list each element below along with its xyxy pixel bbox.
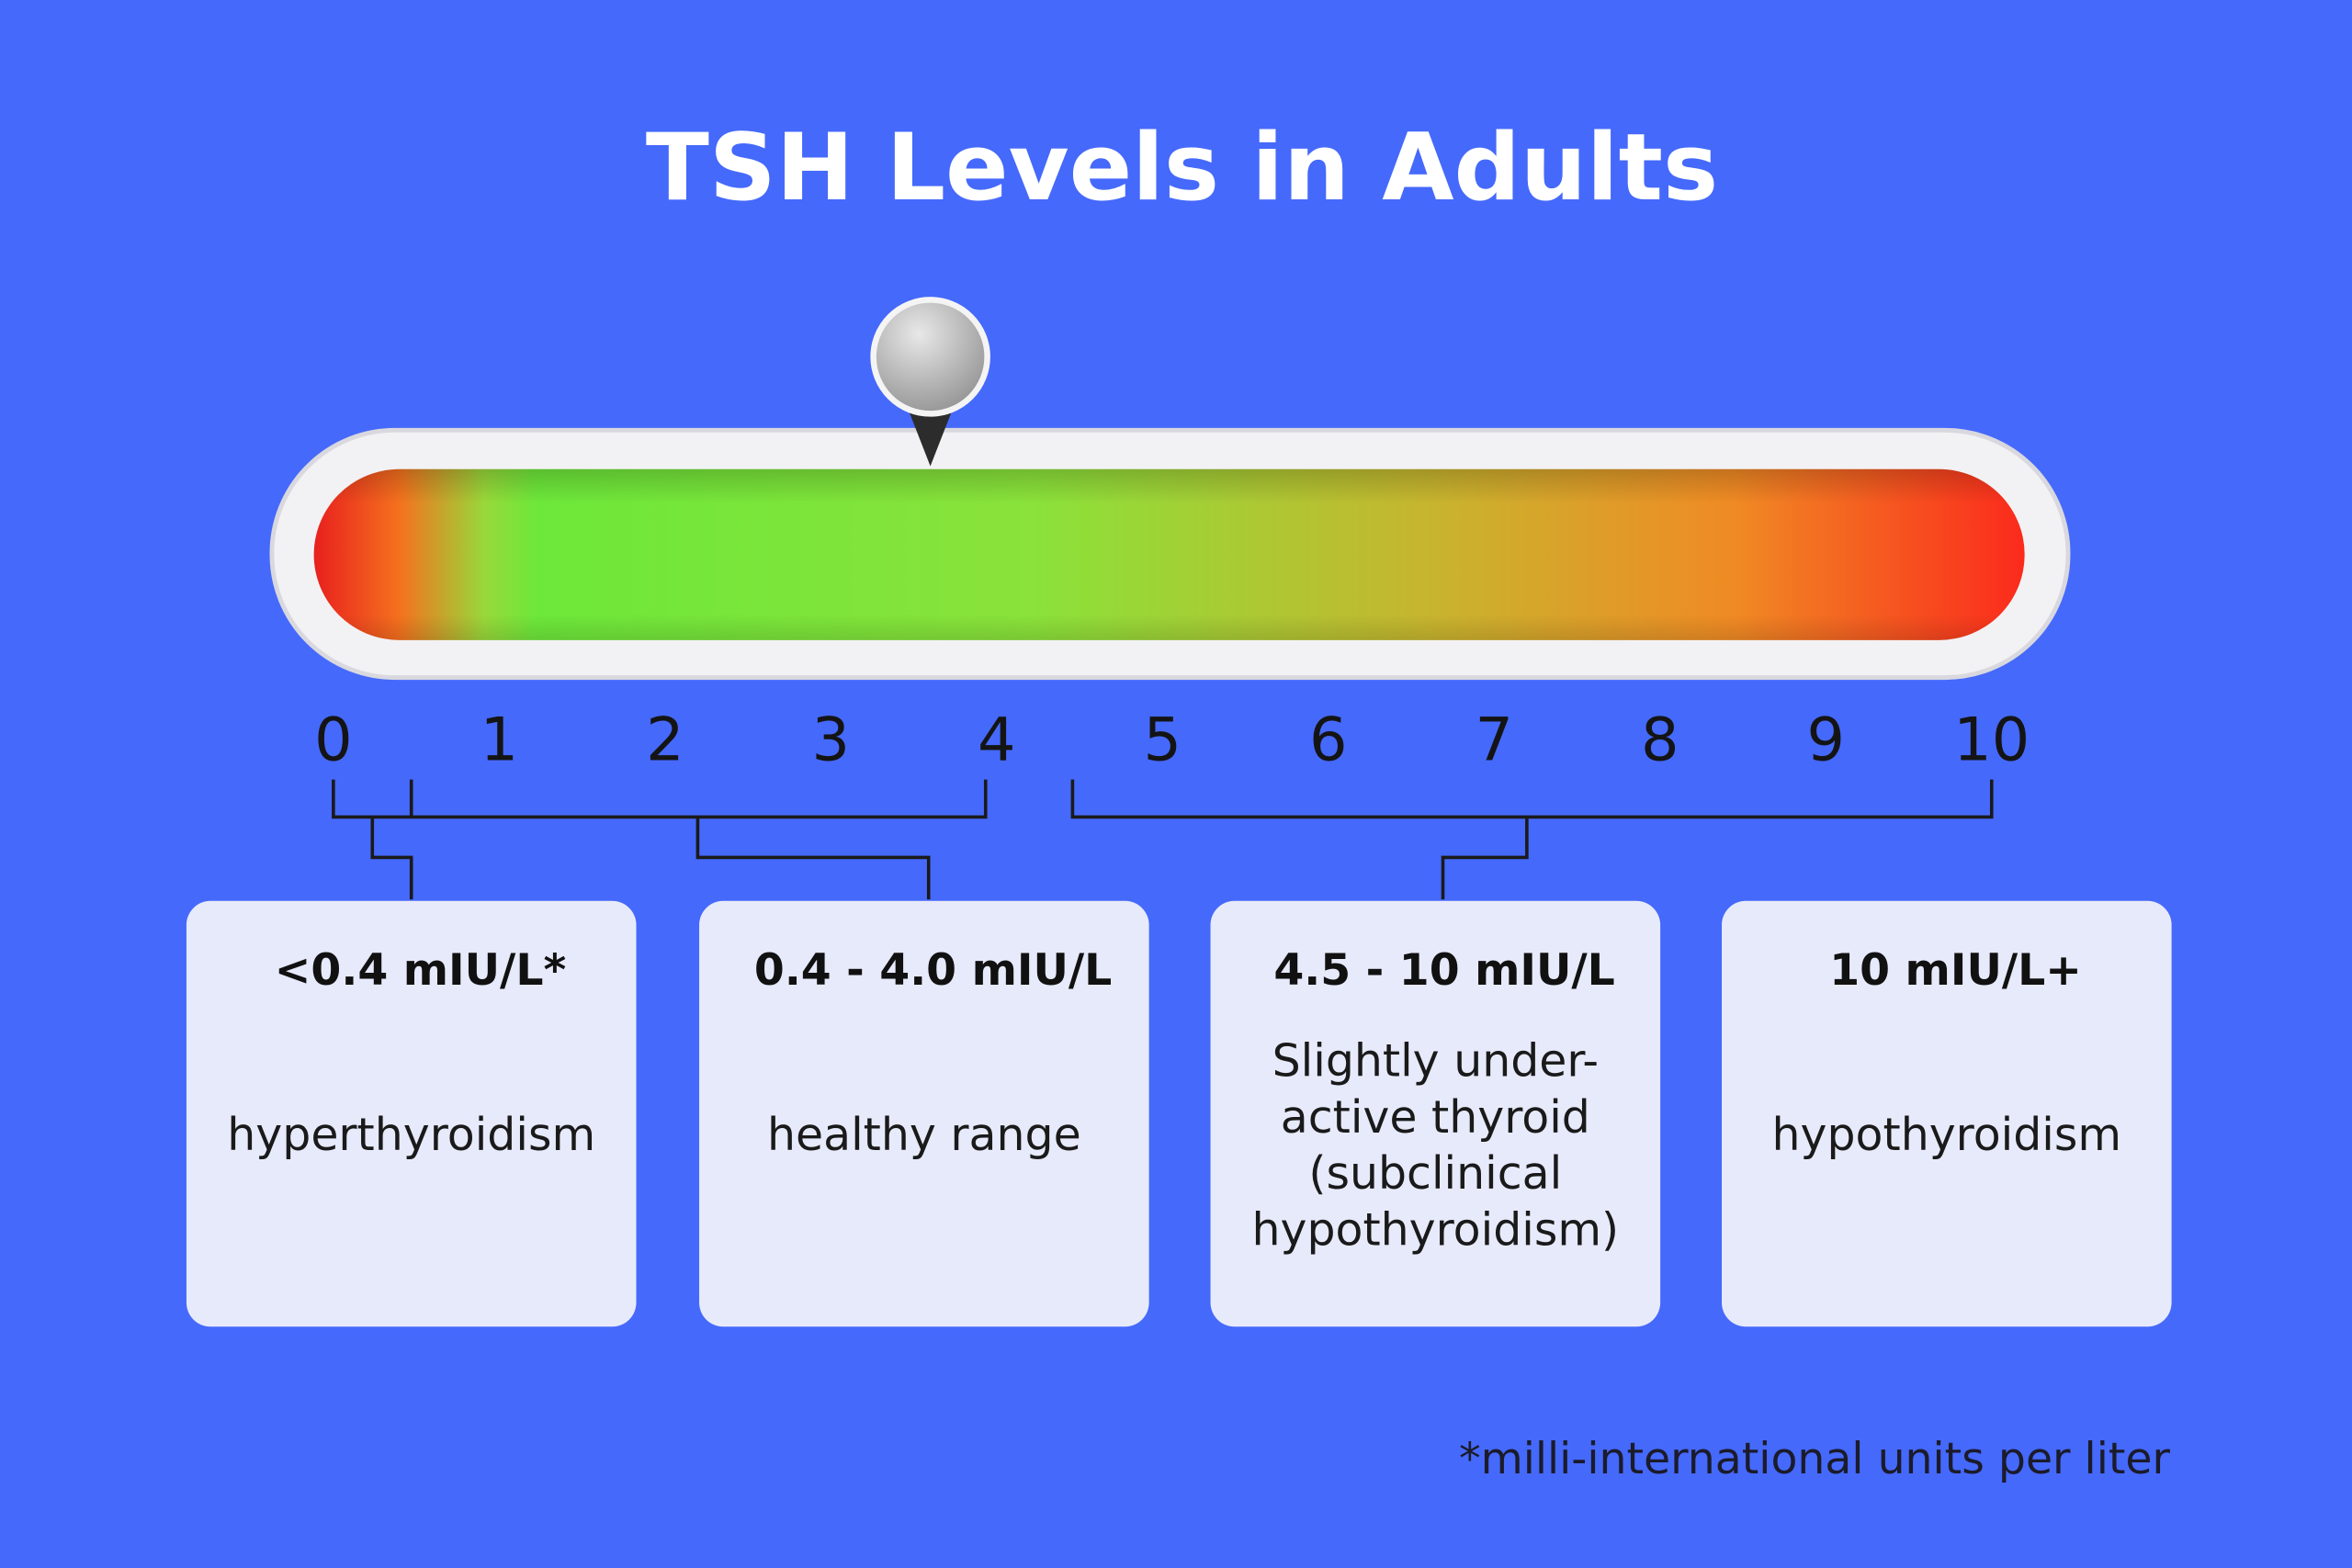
tick-label: 4 — [978, 705, 1016, 775]
tick-label: 5 — [1144, 705, 1182, 775]
pin-head — [870, 297, 990, 417]
title: TSH Levels in Adults — [646, 113, 1718, 221]
pin — [870, 297, 990, 467]
tick-label: 3 — [812, 705, 851, 775]
tick-label: 10 — [1953, 705, 2030, 775]
tick-label: 9 — [1807, 705, 1846, 775]
range-box — [1722, 900, 2172, 1327]
tick-label: 2 — [646, 705, 684, 775]
tick-label: 8 — [1641, 705, 1679, 775]
footnote: *milli-international units per liter — [1459, 1434, 2171, 1484]
range-description: healthy range — [767, 1109, 1081, 1161]
brackets — [332, 779, 1994, 900]
range-description: (subclinical — [1308, 1147, 1562, 1200]
range-label: 10 mIU/L+ — [1829, 945, 2082, 996]
pin-point — [906, 404, 955, 467]
tick-label: 0 — [314, 705, 353, 775]
range-box — [186, 900, 637, 1327]
range-box — [1210, 900, 1661, 1327]
tick-label: 6 — [1309, 705, 1348, 775]
bar-shade — [313, 468, 2025, 640]
tick-label: 7 — [1476, 705, 1514, 775]
range-label: 0.4 - 4.0 mIU/L — [754, 945, 1112, 996]
range-description: hypothyroidism) — [1251, 1203, 1619, 1256]
range-description: hyperthyroidism — [227, 1109, 595, 1161]
range-description: active thyroid — [1281, 1091, 1590, 1144]
boxes: <0.4 mIU/L* hyperthyroidism 0.4 - 4.0 mIU/… — [186, 900, 2172, 1327]
range-label: <0.4 mIU/L* — [275, 945, 566, 996]
range-description: hypothyroidism — [1772, 1109, 2122, 1161]
scale-ticks: 0 1 2 3 4 5 6 7 8 9 10 — [314, 705, 2030, 775]
range-description: Slightly under- — [1272, 1035, 1600, 1088]
range-box — [699, 900, 1149, 1327]
range-label: 4.5 - 10 mIU/L — [1273, 945, 1614, 996]
tick-label: 1 — [481, 705, 519, 775]
